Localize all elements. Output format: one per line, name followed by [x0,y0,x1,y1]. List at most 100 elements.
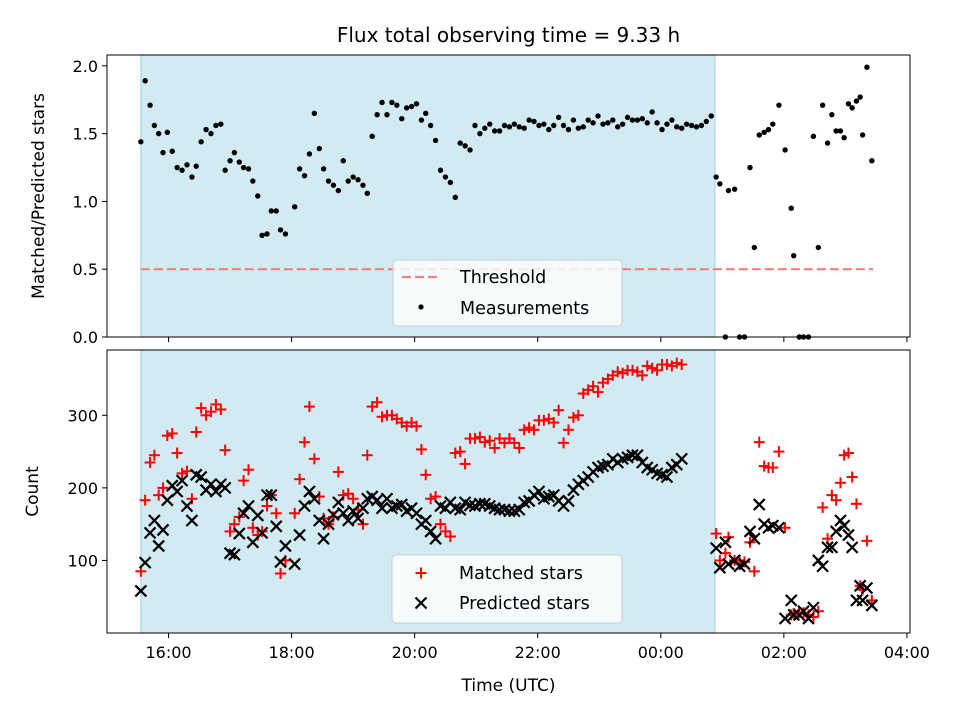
predicted-star-point [233,527,246,540]
predicted-star-point [743,525,757,538]
measurement-point [437,167,444,173]
matched-star-point [459,458,471,470]
predicted-star-point [562,494,575,508]
measurement-point [169,148,175,154]
predicted-star-point [175,474,189,487]
measurement-point [531,118,537,125]
matched-star-point [270,507,282,519]
matched-star-point [469,433,481,445]
legend-measurements-label: Measurements [460,299,589,319]
predicted-star-point [787,608,800,622]
measurement-point [330,182,337,188]
measurement-point [198,139,204,145]
predicted-star-point [675,452,688,466]
measurement-point [138,139,144,145]
predicted-star-point [419,514,433,527]
predicted-star-point [279,539,292,553]
top-y-tick-label: 1.0 [73,192,98,211]
top-legend: Threshold Measurements [392,259,623,327]
bottom-x-ticks: 16:00 18:00 20:00 22:00 00:00 02:00 04:00 [145,633,930,662]
matched-star-point [523,422,535,434]
predicted-star-point [626,448,639,462]
matched-star-point [238,475,250,487]
measurement-point [810,133,817,140]
predicted-star-point [825,541,839,554]
bottom-y-ticks: 100 200 300 [67,406,107,570]
matched-star-point [846,471,858,483]
top-y-tick-label: 0.0 [73,328,98,347]
measurement-point [575,125,582,131]
matched-star-point [710,528,722,540]
measurement-point [615,124,621,130]
measurement-point [350,174,356,180]
predicted-star-point [493,503,506,516]
measurement-point [845,101,852,107]
measurement-point [605,120,611,126]
measurement-point [273,208,279,214]
bottom-y-tick-label: 300 [67,406,98,425]
measurement-point [756,132,762,138]
measurement-point [708,113,714,119]
measurement-point [306,151,313,157]
matched-star-point [303,401,315,413]
predicted-star-point [429,532,442,545]
legend-threshold-label: Threshold [459,268,546,288]
measurement-point [142,78,148,84]
predicted-star-point [842,528,855,542]
matched-star-point [834,477,846,489]
matched-star-point [779,522,791,534]
predicted-star-point [802,612,815,625]
legend-matched-swatch [415,567,427,579]
matched-star-point [641,360,653,372]
measurement-point [782,147,788,153]
measurement-point [203,126,209,133]
measurement-point [277,227,284,233]
measurement-point [259,232,265,239]
measurement-point [595,113,601,119]
matched-star-point [513,442,525,454]
predicted-star-point [807,601,820,614]
measurement-point [751,244,758,251]
measurement-point [325,178,332,184]
measurement-point [189,174,195,180]
matched-star-point [508,437,520,449]
bottom-x-tick-label: 20:00 [392,643,438,662]
bottom-x-tick-label: 02:00 [761,643,807,662]
measurement-point [222,167,228,173]
predicted-star-point [138,556,152,569]
predicted-star-point [152,539,165,553]
measurement-point [369,133,375,140]
matched-star-point [243,464,255,476]
matched-star-point [342,488,354,500]
predicted-star-point [463,499,477,512]
measurement-point [218,121,224,127]
predicted-star-point [161,493,174,507]
measurement-point [240,164,247,171]
predicted-star-point [346,504,360,518]
matched-star-point [176,467,188,479]
matched-star-point [215,404,227,416]
matched-star-point [612,366,624,378]
matched-star-point [299,436,311,448]
measurement-point [536,122,542,129]
matched-star-point [518,424,530,436]
predicted-star-point [512,503,526,516]
predicted-star-point [269,520,283,533]
measurement-point [639,116,646,122]
predicted-star-point [503,504,516,518]
measurement-point [864,64,870,70]
predicted-star-point [424,525,437,538]
chart-title: Flux total observing time = 9.33 h [337,23,680,47]
predicted-star-point [194,470,208,484]
predicted-star-point [845,541,859,554]
predicted-star-point [237,506,250,520]
measurement-point [824,140,831,146]
measurement-point [590,120,596,126]
matched-star-point [435,518,447,530]
matched-star-point [161,430,173,442]
matched-star-point [636,369,648,381]
measurement-point [213,122,219,129]
measurement-point [413,101,420,107]
predicted-star-point [856,594,869,607]
measurement-point [179,167,185,173]
